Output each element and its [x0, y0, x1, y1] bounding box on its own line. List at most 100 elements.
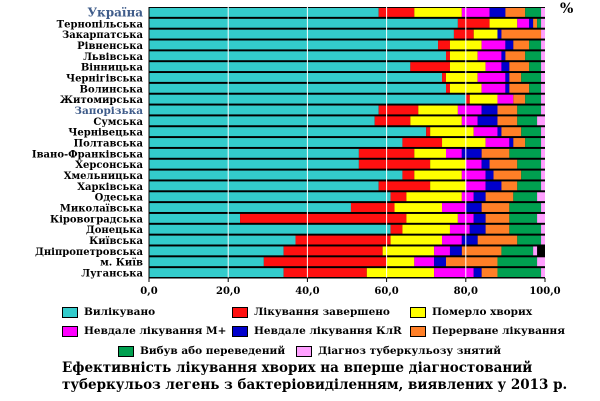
bar-segment-12-2 [442, 138, 486, 147]
bar-segment-15-3 [461, 170, 486, 180]
category-label: Тернопільська [57, 19, 144, 30]
bar-segment-3-0 [149, 40, 439, 50]
bar-segment-20-7 [541, 224, 545, 234]
category-label: Кіровоградська [50, 214, 144, 225]
bar-segment-3-6 [529, 40, 542, 50]
bar-segment-1-4 [529, 18, 534, 28]
bar-segment-7-3 [481, 83, 506, 93]
bar-segment-11-2 [430, 127, 474, 137]
bar-segment-0-0 [149, 7, 379, 17]
bar-segment-21-2 [390, 235, 443, 245]
bar-segment-19-7 [537, 213, 545, 223]
bar-segment-13-3 [446, 148, 462, 158]
legend-swatch-interrupted [410, 325, 426, 337]
bar-segment-15-0 [149, 170, 403, 180]
bar-segment-23-7 [537, 257, 545, 267]
bar-segment-14-2 [430, 159, 466, 169]
bar-segment-9-2 [418, 105, 458, 115]
bar-segment-6-5 [509, 73, 522, 82]
legend-swatch-transferred-out [118, 345, 134, 357]
bar-segment-23-6 [497, 257, 538, 267]
bar-segment-5-4 [501, 62, 510, 72]
bar-segment-0-7 [541, 7, 545, 17]
bar-segment-4-1 [446, 51, 450, 61]
category-label: Волинська [80, 84, 144, 95]
category-label: Миколаївська [60, 204, 144, 215]
bar-segment-1-2 [489, 18, 518, 28]
category-label: Дніпропетровська [35, 247, 144, 258]
bar-segment-19-1 [240, 213, 407, 223]
category-label: Київська [89, 236, 143, 247]
bar-segment-17-0 [149, 192, 391, 202]
bar-segment-12-4 [509, 138, 514, 147]
bar-segment-1-5 [533, 18, 538, 28]
bar-segment-16-1 [378, 181, 431, 191]
bar-segment-14-5 [489, 159, 518, 169]
bar-segment-12-7 [541, 138, 545, 147]
bar-segment-9-3 [457, 105, 482, 115]
bar-segment-2-0 [149, 29, 454, 39]
bar-segment-5-2 [449, 62, 486, 72]
bar-segment-6-4 [505, 73, 510, 82]
bar-segment-10-5 [497, 116, 518, 126]
bar-segment-18-1 [350, 203, 395, 212]
bar-segment-20-0 [149, 224, 391, 234]
bar-segment-17-6 [513, 192, 538, 202]
bar-segment-20-3 [449, 224, 470, 234]
bar-segment-12-3 [485, 138, 510, 147]
bar-segment-19-5 [485, 213, 510, 223]
legend-item-died: Померло хворих [410, 306, 532, 318]
legend-item-transferred-out: Вибув або переведений [118, 345, 285, 357]
bar-segment-20-6 [509, 224, 542, 234]
bar-segment-19-0 [149, 213, 241, 223]
bar-segment-12-6 [525, 138, 542, 147]
bar-segment-4-7 [541, 51, 545, 61]
bar-segment-5-3 [485, 62, 502, 72]
bar-segment-8-3 [497, 94, 514, 104]
category-label: м. Київ [100, 258, 143, 269]
bar-segment-4-5 [505, 51, 526, 61]
bar-segment-3-4 [505, 40, 514, 50]
bar-segment-22-6 [501, 246, 534, 256]
bar-segment-7-6 [529, 83, 542, 93]
bar-segment-16-3 [465, 181, 486, 191]
category-label: Львівська [83, 52, 143, 63]
bar-segment-7-0 [149, 83, 446, 93]
bar-segment-4-4 [501, 51, 506, 61]
bar-segment-3-3 [481, 40, 506, 50]
bar-segment-0-5 [505, 7, 526, 17]
bar-segment-23-4 [434, 257, 446, 267]
bar-segment-7-7 [541, 83, 545, 93]
bar-segment-18-4 [465, 203, 482, 212]
bar-segment-21-4 [461, 235, 478, 245]
bar-segment-16-2 [430, 181, 466, 191]
bar-segment-14-7 [541, 159, 545, 169]
bar-segment-21-1 [295, 235, 391, 245]
bar-segment-13-5 [481, 148, 510, 158]
category-label: Запорізька [74, 105, 143, 117]
bar-segment-0-1 [378, 7, 415, 17]
bar-segment-20-5 [485, 224, 510, 234]
category-label: Донецька [86, 225, 144, 236]
category-label: Україна [87, 5, 143, 19]
bar-segment-9-7 [541, 105, 545, 115]
bar-segment-16-6 [517, 181, 542, 191]
bar-segment-22-4 [449, 246, 462, 256]
bar-segment-3-1 [438, 40, 450, 50]
bar-segment-18-6 [509, 203, 542, 212]
category-label: Херсонська [75, 160, 143, 171]
bar-segment-17-3 [461, 192, 474, 202]
category-label: Закарпатська [62, 30, 143, 41]
bar-segment-0-3 [461, 7, 490, 17]
chart-caption: Ефективність лікування хворих на вперше … [62, 360, 582, 394]
bar-segment-2-4 [497, 29, 502, 39]
x-tick-label: 80,0 [454, 286, 478, 297]
bar-segment-9-5 [497, 105, 518, 115]
bar-segment-10-2 [410, 116, 462, 126]
category-label: Івано-Франківська [32, 149, 144, 160]
bar-segment-15-6 [521, 170, 542, 180]
category-label: Рівненська [77, 41, 143, 52]
bar-segment-10-3 [461, 116, 478, 126]
caption-line-2: туберкульоз легень з бактеріовиділенням,… [62, 377, 568, 393]
bar-segment-7-5 [509, 83, 530, 93]
